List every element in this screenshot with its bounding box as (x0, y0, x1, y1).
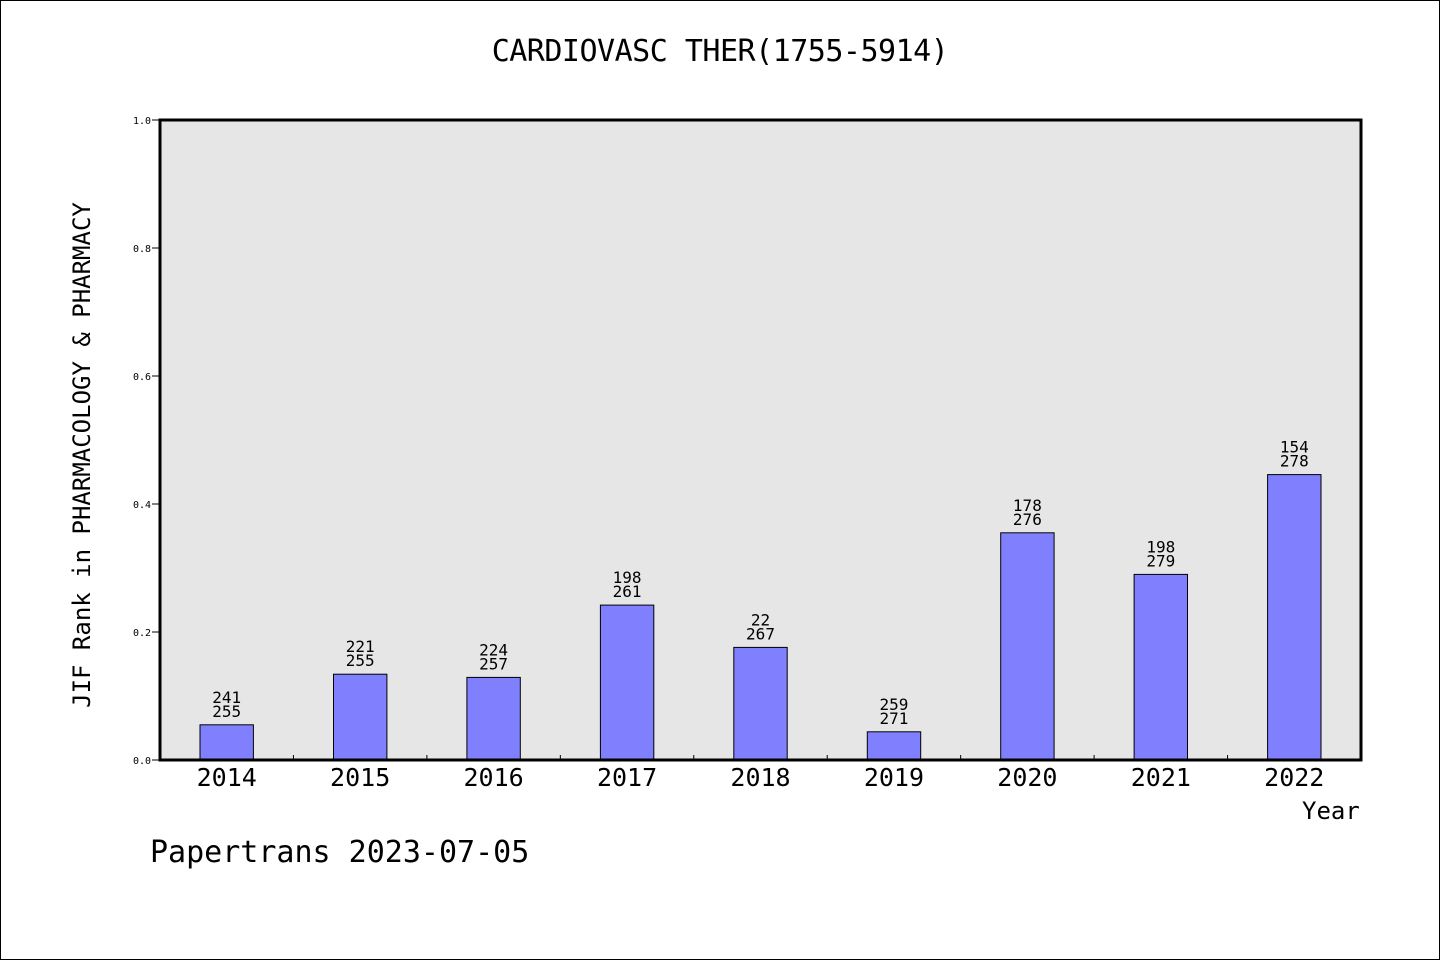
plot-border (158, 118, 1363, 762)
bar-label-rank: 22 (751, 610, 770, 629)
bar (466, 676, 521, 761)
x-tick-label: 2017 (597, 763, 657, 792)
bar-label-total: 257 (479, 654, 508, 673)
bar (1000, 532, 1055, 761)
bar-label-rank: 198 (613, 568, 642, 587)
bar (866, 731, 922, 761)
bar-label-rank: 221 (346, 637, 375, 656)
x-tick-label: 2021 (1131, 763, 1191, 792)
x-tick-label: 2014 (197, 763, 257, 792)
y-tick-label: 0.0 (133, 756, 151, 767)
bar-label-total: 276 (1013, 510, 1042, 529)
bar-label-rank: 178 (1013, 496, 1042, 515)
bar-label-total: 267 (746, 624, 775, 643)
bar (599, 604, 655, 761)
x-tick-label: 2020 (997, 763, 1057, 792)
bar-label-rank: 224 (479, 640, 508, 659)
bar-label-total: 261 (613, 582, 642, 601)
bar-label-rank: 154 (1280, 438, 1309, 457)
bar-label-total: 255 (212, 702, 241, 721)
bar-label-total: 278 (1280, 452, 1309, 471)
bar-label-total: 279 (1146, 551, 1175, 570)
bars-layer: 2412552212552242571982612226725927117827… (199, 438, 1322, 761)
bar (199, 724, 254, 761)
bar-label-total: 271 (879, 709, 908, 728)
bar (1133, 573, 1188, 761)
y-tick-label: 0.8 (133, 244, 151, 255)
bar-label-rank: 259 (879, 695, 908, 714)
bar-label-rank: 241 (212, 688, 241, 707)
chart-title: CARDIOVASC THER(1755-5914) (491, 34, 949, 69)
x-tick-label: 2022 (1264, 763, 1324, 792)
footer-note: Papertrans 2023-07-05 (150, 835, 530, 870)
ticks-layer: 2014 2015 2016 2017 2018 2019 2020 2021 2022 0.0 0… (133, 116, 1324, 792)
y-tick-label: 0.4 (133, 500, 151, 511)
bar-label-total: 255 (346, 651, 375, 670)
y-tick-label: 0.6 (133, 372, 151, 383)
x-tick-label: 2019 (864, 763, 924, 792)
y-tick-label: 0.2 (133, 628, 151, 639)
x-tick-label: 2015 (330, 763, 390, 792)
bar-label-rank: 198 (1146, 537, 1175, 556)
y-tick-label: 1.0 (133, 116, 151, 127)
x-tick-label: 2016 (464, 763, 524, 792)
x-tick-label: 2018 (730, 763, 790, 792)
bar (1267, 474, 1322, 761)
bar (333, 673, 388, 761)
bar (733, 646, 788, 761)
x-axis-label: Year (1302, 797, 1360, 825)
